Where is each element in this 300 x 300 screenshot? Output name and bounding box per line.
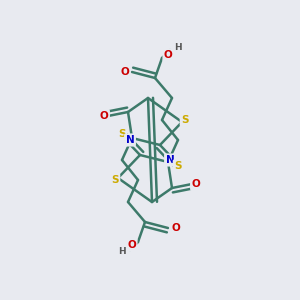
Text: O: O xyxy=(120,67,129,77)
Text: O: O xyxy=(100,111,108,121)
Text: N: N xyxy=(126,135,134,145)
Text: S: S xyxy=(118,129,126,139)
Text: O: O xyxy=(164,50,173,60)
Text: S: S xyxy=(111,175,119,185)
Text: O: O xyxy=(127,240,136,250)
Text: H: H xyxy=(174,44,182,52)
Text: S: S xyxy=(181,115,189,125)
Text: O: O xyxy=(171,223,180,233)
Text: O: O xyxy=(192,179,200,189)
Text: S: S xyxy=(174,161,182,171)
Text: N: N xyxy=(166,155,174,165)
Text: H: H xyxy=(118,248,126,256)
